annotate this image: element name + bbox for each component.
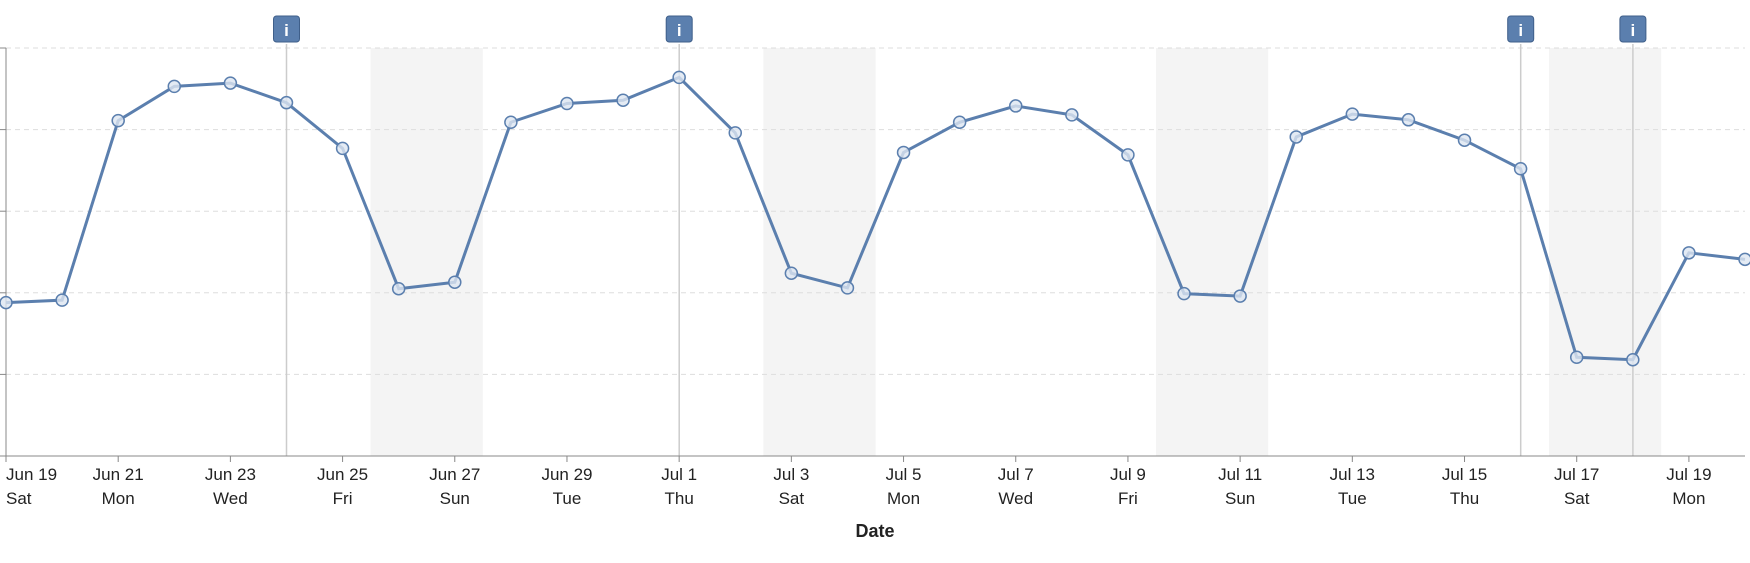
x-tick-label: Jun 23 — [205, 465, 256, 484]
annotation-lines — [285, 44, 1634, 456]
x-tick-label: Jun 29 — [541, 465, 592, 484]
annotation-marker[interactable]: i — [1619, 15, 1647, 43]
x-tick-label: Jul 15 — [1442, 465, 1487, 484]
point — [448, 275, 462, 289]
weekend-band — [763, 48, 876, 456]
x-tick-weekday: Fri — [333, 489, 353, 508]
plot — [0, 70, 1750, 367]
point — [1065, 108, 1079, 122]
annotation-icon: i — [677, 21, 682, 40]
x-tick-label: Jul 9 — [1110, 465, 1146, 484]
point — [1008, 99, 1023, 113]
x-tick-label: Jul 11 — [1218, 465, 1262, 484]
x-tick-weekday: Mon — [102, 489, 135, 508]
point — [840, 281, 855, 295]
annotation-marker[interactable]: i — [273, 15, 300, 43]
annotation-marker[interactable]: i — [1507, 15, 1535, 43]
annotation-box — [1619, 15, 1647, 43]
point — [784, 266, 799, 280]
x-axis-title: Date — [855, 521, 894, 541]
x-tick-label: Jul 5 — [886, 465, 922, 484]
point — [55, 293, 69, 307]
x-tick-label: Jun 21 — [93, 465, 144, 484]
point — [560, 96, 574, 111]
point — [223, 76, 238, 90]
x-tick-label: Jul 17 — [1554, 465, 1599, 484]
point — [1513, 162, 1528, 176]
x-tick-weekday: Wed — [213, 489, 248, 508]
x-tick-label: Jun 25 — [317, 465, 368, 484]
point — [1177, 286, 1191, 301]
x-tick-weekday: Wed — [998, 489, 1033, 508]
x-tick-weekday: Tue — [553, 489, 582, 508]
x-tick-label: Jul 1 — [661, 465, 697, 484]
point — [1626, 352, 1640, 367]
annotation-box — [273, 15, 300, 43]
point — [335, 141, 350, 156]
x-tick-weekday: Tue — [1338, 489, 1367, 508]
point — [391, 281, 406, 296]
point — [672, 70, 686, 85]
x-tick-weekday: Sat — [6, 489, 32, 508]
x-tick-weekday: Mon — [887, 489, 920, 508]
annotation-box — [1507, 15, 1535, 43]
point — [1401, 113, 1416, 127]
x-tick-weekday: Mon — [1672, 489, 1705, 508]
point — [504, 115, 518, 130]
point — [167, 79, 182, 94]
point — [728, 126, 743, 140]
weekend-band — [1549, 48, 1662, 456]
x-tick-label: Jul 19 — [1666, 465, 1711, 484]
annotation-icon: i — [1631, 21, 1636, 40]
x-tick-weekday: Thu — [1450, 489, 1479, 508]
x-tick-label: Jun 27 — [429, 465, 480, 484]
x-tick-label: Jul 3 — [773, 465, 809, 484]
point — [616, 93, 630, 107]
annotation-icon: i — [1518, 21, 1523, 40]
point — [1233, 289, 1247, 303]
point — [279, 95, 294, 110]
point — [0, 295, 13, 310]
point — [1457, 133, 1472, 147]
point — [896, 145, 911, 160]
x-tick-label: Jun 19 — [6, 465, 57, 484]
point — [1289, 130, 1303, 144]
x-tick-weekday: Sat — [1564, 489, 1590, 508]
point — [1738, 252, 1750, 267]
weekend-shading — [370, 48, 1662, 456]
x-tick-weekday: Thu — [665, 489, 694, 508]
x-tick-weekday: Sun — [440, 489, 470, 508]
x-tick-weekday: Sat — [779, 489, 805, 508]
annotation-icon: i — [284, 21, 289, 40]
weekend-band — [1156, 48, 1269, 456]
point — [1569, 350, 1584, 365]
x-tick-label: Jul 7 — [998, 465, 1034, 484]
annotation-box — [665, 15, 693, 43]
point — [111, 113, 125, 128]
x-tick-label: Jul 13 — [1330, 465, 1375, 484]
point — [1682, 246, 1696, 260]
x-tick-weekday: Fri — [1118, 489, 1138, 508]
line — [5, 75, 1746, 362]
x-tick-weekday: Sun — [1225, 489, 1255, 508]
annotation-marker[interactable]: i — [665, 15, 693, 43]
point — [952, 115, 967, 130]
point — [1121, 148, 1135, 162]
point — [1345, 107, 1360, 121]
